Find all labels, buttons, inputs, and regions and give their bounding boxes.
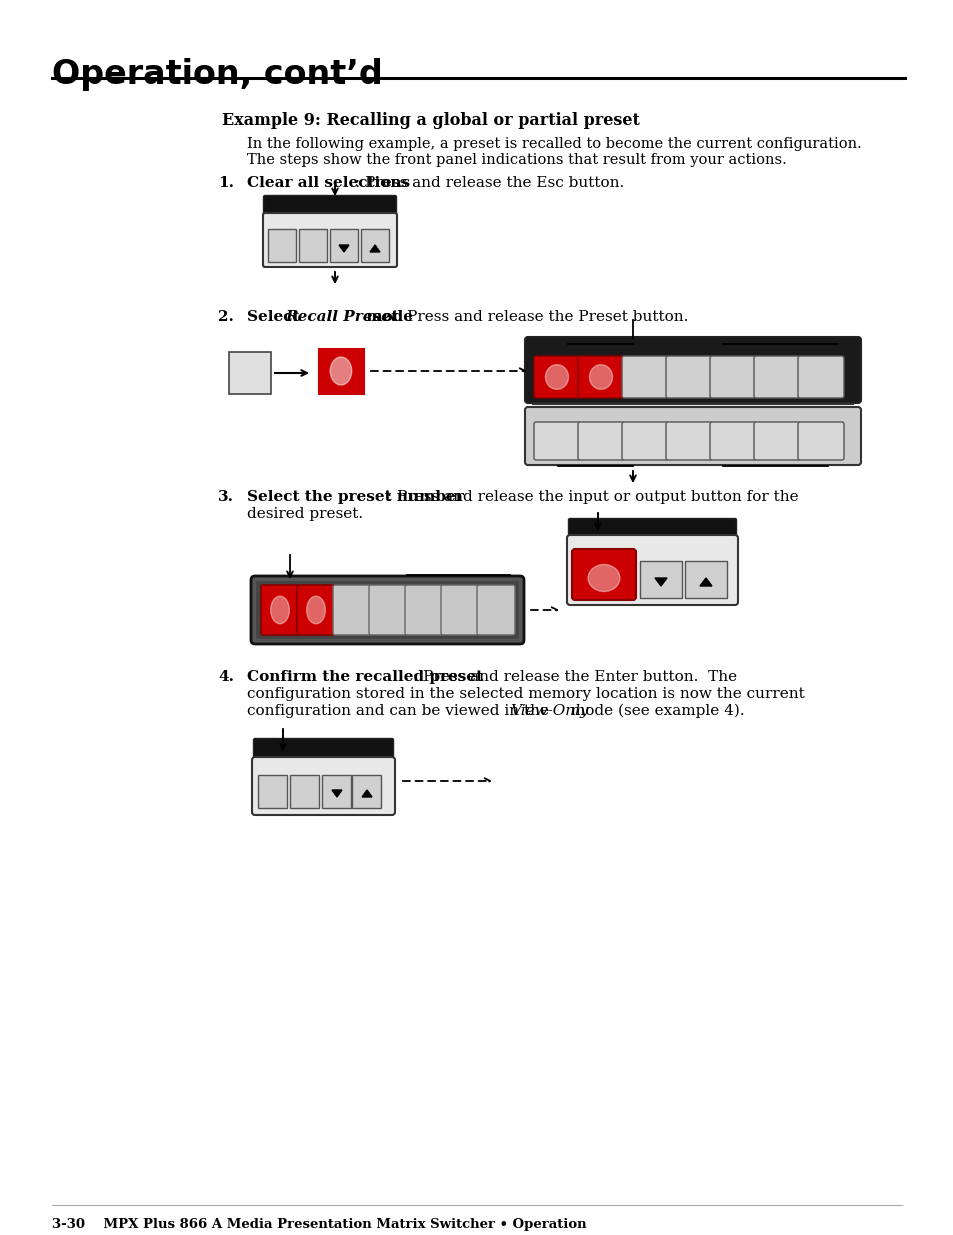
- FancyBboxPatch shape: [665, 356, 711, 398]
- Text: : Press and release the Preset button.: : Press and release the Preset button.: [396, 310, 688, 324]
- Text: Select the preset number: Select the preset number: [247, 490, 463, 504]
- FancyBboxPatch shape: [252, 757, 395, 815]
- FancyBboxPatch shape: [534, 422, 579, 459]
- Text: 4.: 4.: [218, 671, 233, 684]
- FancyBboxPatch shape: [566, 535, 738, 605]
- Polygon shape: [338, 245, 349, 252]
- Polygon shape: [361, 790, 372, 797]
- FancyBboxPatch shape: [330, 228, 358, 262]
- Text: configuration and can be viewed in the: configuration and can be viewed in the: [247, 704, 554, 718]
- FancyBboxPatch shape: [352, 774, 381, 808]
- FancyBboxPatch shape: [440, 585, 478, 635]
- Text: desired preset.: desired preset.: [247, 508, 363, 521]
- Polygon shape: [332, 790, 341, 797]
- Text: configuration stored in the selected memory location is now the current: configuration stored in the selected mem…: [247, 687, 804, 701]
- FancyBboxPatch shape: [258, 774, 287, 808]
- Polygon shape: [370, 245, 379, 252]
- Text: Operation, cont’d: Operation, cont’d: [52, 58, 382, 91]
- Text: 2.: 2.: [218, 310, 233, 324]
- Text: Confirm the recalled preset: Confirm the recalled preset: [247, 671, 482, 684]
- FancyBboxPatch shape: [291, 774, 319, 808]
- FancyBboxPatch shape: [709, 422, 755, 459]
- Ellipse shape: [306, 597, 325, 624]
- Polygon shape: [655, 578, 666, 585]
- FancyBboxPatch shape: [361, 228, 389, 262]
- FancyBboxPatch shape: [322, 774, 351, 808]
- FancyBboxPatch shape: [296, 585, 335, 635]
- Text: Example 9: Recalling a global or partial preset: Example 9: Recalling a global or partial…: [222, 112, 639, 128]
- FancyBboxPatch shape: [578, 356, 623, 398]
- Text: 3-30    MPX Plus 866 A Media Presentation Matrix Switcher • Operation: 3-30 MPX Plus 866 A Media Presentation M…: [52, 1218, 586, 1231]
- FancyBboxPatch shape: [253, 739, 393, 762]
- FancyBboxPatch shape: [405, 585, 442, 635]
- FancyBboxPatch shape: [797, 356, 843, 398]
- FancyBboxPatch shape: [318, 350, 364, 394]
- Text: 3.: 3.: [218, 490, 233, 504]
- FancyBboxPatch shape: [263, 195, 396, 216]
- FancyBboxPatch shape: [621, 356, 667, 398]
- Ellipse shape: [587, 564, 619, 592]
- FancyBboxPatch shape: [524, 408, 861, 466]
- Text: mode: mode: [360, 310, 413, 324]
- FancyBboxPatch shape: [684, 561, 726, 598]
- Ellipse shape: [271, 597, 289, 624]
- FancyBboxPatch shape: [229, 352, 271, 394]
- Text: : Press and release the Enter button.  The: : Press and release the Enter button. Th…: [413, 671, 737, 684]
- Polygon shape: [700, 578, 711, 585]
- Ellipse shape: [589, 364, 612, 389]
- Text: View-Only: View-Only: [510, 704, 588, 718]
- FancyBboxPatch shape: [797, 422, 843, 459]
- FancyBboxPatch shape: [369, 585, 407, 635]
- Text: Recall Preset: Recall Preset: [285, 310, 397, 324]
- FancyBboxPatch shape: [251, 576, 523, 643]
- FancyBboxPatch shape: [299, 228, 327, 262]
- Text: : Press and release the input or output button for the: : Press and release the input or output …: [387, 490, 798, 504]
- FancyBboxPatch shape: [753, 422, 800, 459]
- FancyBboxPatch shape: [621, 422, 667, 459]
- Text: mode (see example 4).: mode (see example 4).: [565, 704, 744, 719]
- Text: In the following example, a preset is recalled to become the current configurati: In the following example, a preset is re…: [247, 137, 861, 151]
- FancyBboxPatch shape: [753, 356, 800, 398]
- FancyBboxPatch shape: [268, 228, 296, 262]
- FancyBboxPatch shape: [568, 519, 736, 540]
- Text: 1.: 1.: [218, 177, 233, 190]
- Ellipse shape: [545, 364, 568, 389]
- FancyBboxPatch shape: [255, 580, 518, 638]
- Text: Select: Select: [247, 310, 304, 324]
- FancyBboxPatch shape: [476, 585, 515, 635]
- FancyBboxPatch shape: [709, 356, 755, 398]
- FancyBboxPatch shape: [665, 422, 711, 459]
- Text: : Press and release the Esc button.: : Press and release the Esc button.: [355, 177, 623, 190]
- FancyBboxPatch shape: [333, 585, 371, 635]
- Text: Clear all selections: Clear all selections: [247, 177, 410, 190]
- FancyBboxPatch shape: [524, 337, 861, 403]
- Text: The steps show the front panel indications that result from your actions.: The steps show the front panel indicatio…: [247, 153, 786, 167]
- FancyBboxPatch shape: [639, 561, 681, 598]
- FancyBboxPatch shape: [534, 356, 579, 398]
- FancyBboxPatch shape: [261, 585, 298, 635]
- Ellipse shape: [330, 357, 352, 385]
- FancyBboxPatch shape: [578, 422, 623, 459]
- FancyBboxPatch shape: [572, 550, 636, 600]
- FancyBboxPatch shape: [263, 212, 396, 267]
